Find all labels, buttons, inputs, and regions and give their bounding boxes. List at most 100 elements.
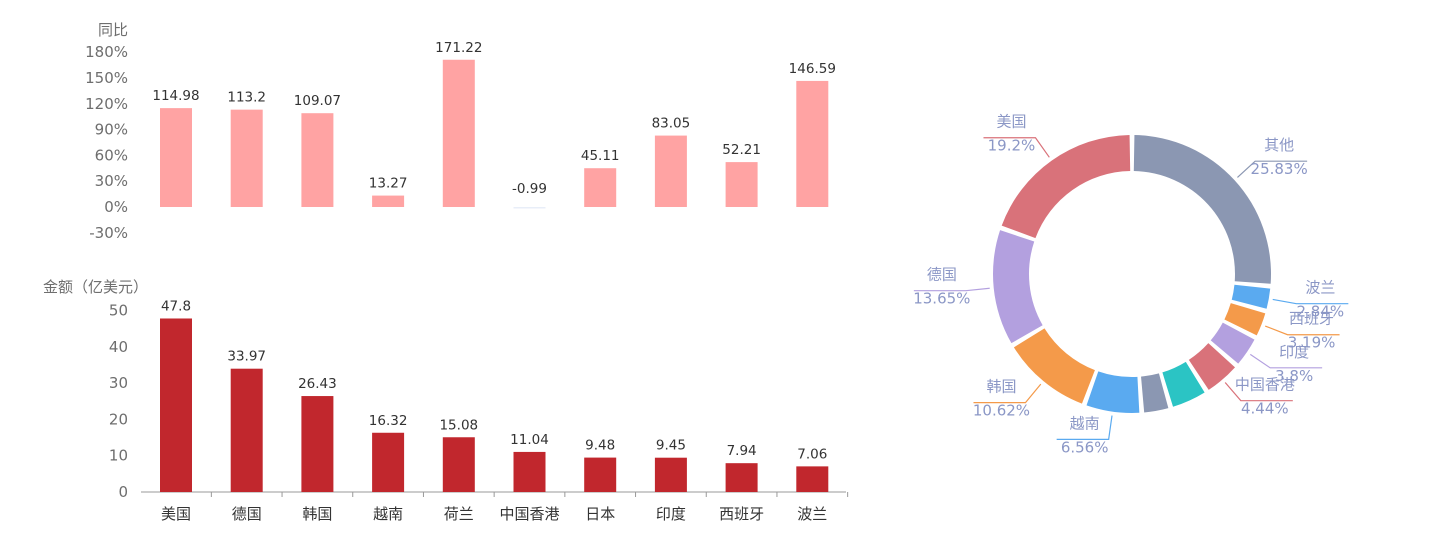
amount-bar xyxy=(372,432,405,492)
donut-leader-line xyxy=(1224,382,1293,402)
amount-bar xyxy=(654,457,687,492)
yoy-value-label: 114.98 xyxy=(152,88,199,104)
yoy-value-label: -0.99 xyxy=(512,181,547,197)
top-y-tick-label: 150% xyxy=(85,69,128,87)
amount-bar xyxy=(584,457,617,492)
donut-leader-line xyxy=(973,383,1042,404)
donut-leader-line xyxy=(913,287,990,292)
yoy-bar xyxy=(513,207,546,209)
x-category-label: 越南 xyxy=(373,505,403,523)
x-category-label: 韩国 xyxy=(302,505,332,523)
x-category-label: 日本 xyxy=(585,505,615,523)
amount-bar xyxy=(442,437,475,492)
amount-value-label: 7.06 xyxy=(797,446,827,462)
bottom-y-tick-label: 50 xyxy=(109,302,128,320)
amount-value-label: 33.97 xyxy=(227,349,266,365)
donut-slice xyxy=(1231,284,1271,309)
donut-name-label: 德国 xyxy=(927,266,957,284)
yoy-value-label: 45.11 xyxy=(581,148,620,164)
x-category-label: 德国 xyxy=(232,505,262,523)
amount-bar xyxy=(725,463,758,492)
yoy-bar xyxy=(654,135,687,207)
donut-leader-line xyxy=(1237,160,1308,178)
yoy-bar xyxy=(230,109,263,207)
top-y-tick-label: 90% xyxy=(95,121,128,139)
yoy-value-label: 109.07 xyxy=(294,93,341,109)
donut-slice xyxy=(1210,322,1255,364)
yoy-value-label: 171.22 xyxy=(435,40,482,56)
donut-name-label: 其他 xyxy=(1264,136,1294,154)
yoy-bar-chart: 同比 180% 150% 120% 90% 60% 30% 0% -30% 114.98 113… xyxy=(85,21,836,242)
donut-percent-label: 3.8% xyxy=(1275,367,1313,385)
x-category-label: 波兰 xyxy=(797,505,827,523)
yoy-value-label: 52.21 xyxy=(722,142,761,158)
bottom-y-tick-label: 30 xyxy=(109,374,128,392)
x-category-label: 美国 xyxy=(161,505,191,523)
bottom-y-axis-title: 金额（亿美元） xyxy=(43,278,148,296)
amount-value-label: 7.94 xyxy=(727,443,757,459)
amount-bar xyxy=(160,318,192,492)
donut-leader-line xyxy=(983,137,1050,158)
top-y-tick-label: -30% xyxy=(89,224,128,242)
donut-slice xyxy=(1188,343,1236,390)
top-y-tick-label: 60% xyxy=(95,146,128,164)
yoy-bar xyxy=(160,108,192,207)
top-y-tick-label: 30% xyxy=(95,172,128,190)
x-category-label: 荷兰 xyxy=(444,505,474,523)
top-y-tick-label: 0% xyxy=(104,198,128,216)
amount-value-label: 9.45 xyxy=(656,438,686,454)
amount-value-label: 16.32 xyxy=(369,413,408,429)
donut-percent-label: 3.19% xyxy=(1288,334,1336,352)
donut-name-label: 西班牙 xyxy=(1289,310,1334,328)
yoy-bar xyxy=(725,162,758,207)
amount-value-label: 9.48 xyxy=(585,438,615,454)
bottom-y-tick-label: 0 xyxy=(118,483,128,501)
yoy-bar xyxy=(372,195,405,207)
bottom-y-tick-label: 40 xyxy=(109,338,128,356)
donut-slice xyxy=(1141,373,1169,413)
donut-slice xyxy=(993,230,1043,344)
donut-percent-label: 2.84% xyxy=(1297,303,1345,321)
donut-slice xyxy=(1224,303,1266,336)
bottom-y-tick-label: 10 xyxy=(109,447,128,465)
donut-name-label: 美国 xyxy=(996,113,1026,131)
yoy-value-label: 113.2 xyxy=(227,90,266,106)
top-y-axis-title: 同比 xyxy=(98,21,128,39)
amount-bar-chart: 金额（亿美元） 50 40 30 20 10 0 47.8 33.97 26.43 16.32 1… xyxy=(43,278,849,523)
amount-value-label: 11.04 xyxy=(510,432,549,448)
yoy-bar xyxy=(442,59,475,208)
donut-slice xyxy=(1133,135,1272,284)
bottom-y-tick-label: 20 xyxy=(109,410,128,428)
donut-percent-label: 10.62% xyxy=(973,402,1030,420)
amount-bar xyxy=(513,451,546,492)
donut-percent-label: 25.83% xyxy=(1251,160,1308,178)
amount-bar xyxy=(796,466,829,492)
amount-bar xyxy=(301,396,334,492)
donut-percent-label: 13.65% xyxy=(913,290,970,308)
yoy-bar xyxy=(796,80,829,207)
yoy-value-label: 13.27 xyxy=(369,176,408,192)
yoy-bar xyxy=(584,168,617,207)
amount-value-label: 15.08 xyxy=(439,417,478,433)
donut-name-label: 越南 xyxy=(1070,414,1100,432)
x-category-label: 印度 xyxy=(656,505,686,523)
donut-slice xyxy=(1001,135,1131,239)
amount-bar xyxy=(230,368,263,492)
donut-name-label: 中国香港 xyxy=(1235,376,1295,394)
donut-percent-label: 19.2% xyxy=(988,137,1036,155)
yoy-value-label: 146.59 xyxy=(789,61,836,77)
donut-name-label: 波兰 xyxy=(1305,279,1335,297)
donut-leader-line xyxy=(1249,353,1323,369)
donut-percent-label: 4.44% xyxy=(1241,400,1289,418)
donut-percent-label: 6.56% xyxy=(1061,438,1109,456)
yoy-value-label: 83.05 xyxy=(652,116,691,132)
x-category-label: 西班牙 xyxy=(719,505,764,523)
amount-value-label: 26.43 xyxy=(298,376,337,392)
top-y-tick-label: 180% xyxy=(85,43,128,61)
donut-slice xyxy=(1086,371,1140,414)
donut-leader-line xyxy=(1272,298,1349,305)
donut-name-label: 印度 xyxy=(1279,343,1309,361)
donut-name-label: 韩国 xyxy=(986,378,1016,396)
share-donut-chart: 其他 25.83% 波兰 2.84%西班牙 3.19%印度 3.8%中国香港 4.44% 越南… xyxy=(913,113,1349,456)
